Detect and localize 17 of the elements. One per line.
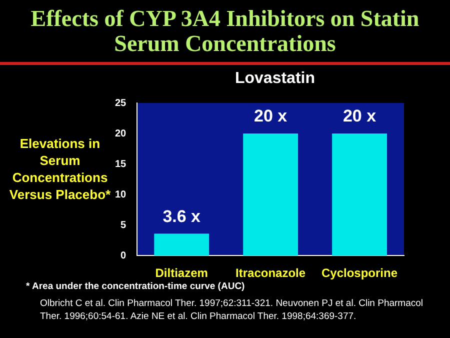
text: * Area under the concentration-time curve (AUC) <box>26 281 245 292</box>
data-label: 20 x <box>254 106 288 126</box>
x-tick-label: Cyclosporine <box>322 266 398 280</box>
y-tick-label: 25 <box>115 98 127 109</box>
data-label: 3.6 x <box>162 206 202 226</box>
chart-title: Effects of CYP 3A4 Inhibitors on Statin Serum Concentrations <box>30 6 420 56</box>
y-tick-label: 5 <box>120 220 127 231</box>
y-tick-label: 0 <box>120 250 127 262</box>
y-tick-label: 20 <box>115 128 127 140</box>
y-axis-title: Elevations in Serum Concentrations Versus Placebo* <box>8 135 112 203</box>
y-tick-label: 10 <box>115 189 127 200</box>
data-label: 20 x <box>342 106 377 126</box>
x-tick-label: Itraconazole <box>236 266 306 280</box>
y-tick-label: 15 <box>115 158 127 170</box>
text: Olbricht C et al. Clin Pharmacol Ther. 1997;62:311-321. Neuvonen PJ et al. Clin Pharmacol Ther. 1996;60:54-61. Azie NE et al. Clin Pharmacol Ther. 1998;64:369-377. <box>40 297 424 323</box>
chart-subtitle: Lovastatin <box>234 70 316 88</box>
x-tick-label: Diltiazem <box>155 266 208 280</box>
